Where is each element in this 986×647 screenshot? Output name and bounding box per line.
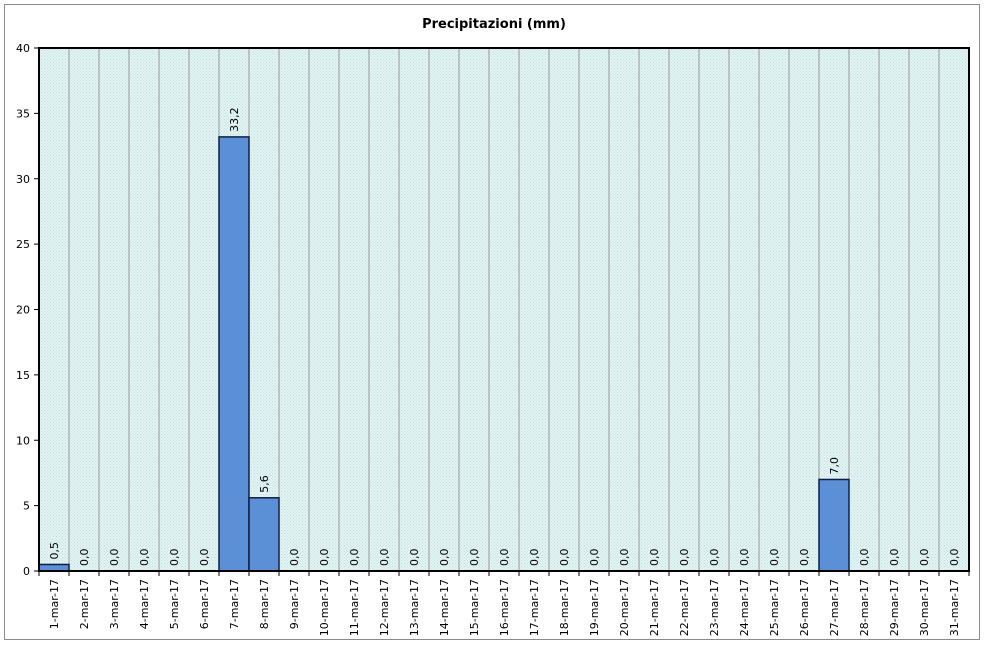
x-tick-label: 21-mar-17 xyxy=(648,579,661,636)
data-label: 0,0 xyxy=(558,549,571,567)
y-tick-label: 30 xyxy=(16,173,30,186)
plot-area xyxy=(39,48,969,571)
data-label: 0,0 xyxy=(78,549,91,567)
x-tick-label: 19-mar-17 xyxy=(588,579,601,636)
data-label: 0,0 xyxy=(588,549,601,567)
y-tick-label: 0 xyxy=(23,565,30,578)
data-label: 0,0 xyxy=(708,549,721,567)
data-label: 0,0 xyxy=(618,549,631,567)
data-label: 0,0 xyxy=(918,549,931,567)
data-label: 5,6 xyxy=(258,475,271,493)
y-tick-label: 35 xyxy=(16,107,30,120)
x-tick-label: 8-mar-17 xyxy=(258,579,271,629)
precipitation-chart: Precipitazioni (mm) 0,5 0,0 0,0 0,0 0,0 0,0 33… xyxy=(16,17,970,636)
x-tick-label: 9-mar-17 xyxy=(288,579,301,629)
x-tick-label: 16-mar-17 xyxy=(498,579,511,636)
y-tick-label: 15 xyxy=(16,369,30,382)
x-tick-label: 11-mar-17 xyxy=(348,579,361,636)
chart-title: Precipitazioni (mm) xyxy=(422,17,566,32)
x-tick-label: 14-mar-17 xyxy=(438,579,451,636)
x-tick-label: 27-mar-17 xyxy=(828,579,841,636)
x-tick-label: 3-mar-17 xyxy=(108,579,121,629)
data-label: 0,0 xyxy=(468,549,481,567)
bar[interactable] xyxy=(818,478,850,572)
data-label: 0,0 xyxy=(738,549,751,567)
data-label: 0,0 xyxy=(378,549,391,567)
data-label: 0,0 xyxy=(408,549,421,567)
data-label: 0,0 xyxy=(438,549,451,567)
x-tick-label: 10-mar-17 xyxy=(318,579,331,636)
x-tick-label: 31-mar-17 xyxy=(948,579,961,636)
data-label: 0,5 xyxy=(48,542,61,560)
data-label: 7,0 xyxy=(828,457,841,475)
x-tick-label: 30-mar-17 xyxy=(918,579,931,636)
x-tick-label: 28-mar-17 xyxy=(858,579,871,636)
data-label: 0,0 xyxy=(678,549,691,567)
data-label: 0,0 xyxy=(948,549,961,567)
x-tick-label: 17-mar-17 xyxy=(528,579,541,636)
data-label: 0,0 xyxy=(888,549,901,567)
x-tick-label: 26-mar-17 xyxy=(798,579,811,636)
data-label: 0,0 xyxy=(288,549,301,567)
x-tick-label: 7-mar-17 xyxy=(228,579,241,629)
y-tick-label: 5 xyxy=(23,500,30,513)
data-label: 0,0 xyxy=(318,549,331,567)
x-tick-label: 6-mar-17 xyxy=(198,579,211,629)
x-tick-label: 4-mar-17 xyxy=(138,579,151,629)
x-tick-label: 24-mar-17 xyxy=(738,579,751,636)
x-tick-label: 25-mar-17 xyxy=(768,579,781,636)
data-label: 0,0 xyxy=(138,549,151,567)
x-tick-label: 1-mar-17 xyxy=(48,579,61,629)
data-label: 0,0 xyxy=(108,549,121,567)
data-label: 0,0 xyxy=(798,549,811,567)
data-label: 0,0 xyxy=(198,549,211,567)
bar[interactable] xyxy=(248,497,280,572)
x-tick-label: 22-mar-17 xyxy=(678,579,691,636)
data-label: 0,0 xyxy=(348,549,361,567)
x-tick-label: 29-mar-17 xyxy=(888,579,901,636)
x-tick-label: 12-mar-17 xyxy=(378,579,391,636)
data-label: 0,0 xyxy=(858,549,871,567)
x-tick-label: 15-mar-17 xyxy=(468,579,481,636)
y-tick-label: 20 xyxy=(16,304,30,317)
data-label: 33,2 xyxy=(228,107,241,132)
y-tick-label: 10 xyxy=(16,434,30,447)
data-label: 0,0 xyxy=(528,549,541,567)
x-tick-label: 5-mar-17 xyxy=(168,579,181,629)
data-label: 0,0 xyxy=(498,549,511,567)
bar[interactable] xyxy=(218,136,250,572)
x-tick-label: 13-mar-17 xyxy=(408,579,421,636)
chart-frame: Precipitazioni (mm) 0,5 0,0 0,0 0,0 0,0 0,0 33… xyxy=(4,4,980,640)
data-label: 0,0 xyxy=(768,549,781,567)
y-tick-label: 40 xyxy=(16,42,30,55)
x-tick-label: 2-mar-17 xyxy=(78,579,91,629)
x-tick-label: 20-mar-17 xyxy=(618,579,631,636)
y-tick-label: 25 xyxy=(16,238,30,251)
data-label: 0,0 xyxy=(168,549,181,567)
x-tick-label: 23-mar-17 xyxy=(708,579,721,636)
x-tick-label: 18-mar-17 xyxy=(558,579,571,636)
data-label: 0,0 xyxy=(648,549,661,567)
